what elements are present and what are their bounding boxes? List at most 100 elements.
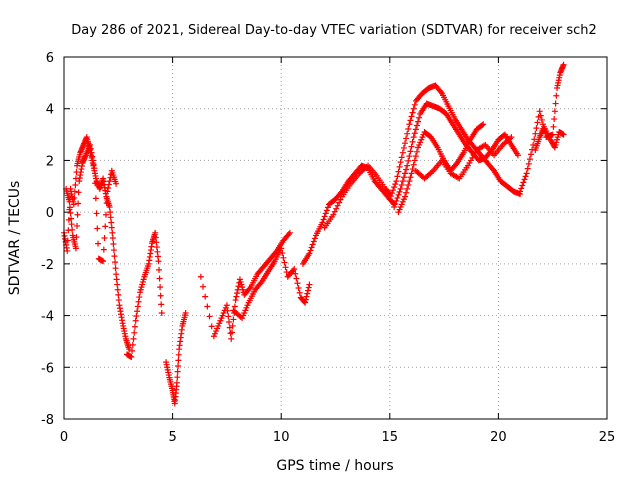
data-point [71, 188, 78, 195]
data-point [93, 210, 100, 217]
data-point [410, 105, 417, 112]
sat-track-h [321, 162, 393, 231]
data-point [387, 193, 394, 200]
plot-frame [63, 56, 608, 420]
data-point [404, 185, 411, 192]
sat-track-b [63, 141, 120, 265]
data-point [282, 264, 289, 271]
data-point [527, 151, 534, 158]
data-point [303, 293, 310, 300]
data-point [399, 178, 406, 185]
data-point [87, 145, 94, 152]
data-point [396, 188, 403, 195]
data-point [229, 322, 236, 329]
data-point [526, 156, 533, 163]
data-point [308, 244, 315, 251]
data-point [104, 188, 111, 195]
data-point [416, 114, 423, 121]
data-point [115, 297, 122, 304]
data-point [101, 235, 108, 241]
data-point [411, 101, 418, 108]
data-point [92, 180, 99, 187]
data-point [225, 313, 232, 320]
data-point [102, 211, 109, 218]
data-point [412, 126, 419, 133]
data-point [390, 187, 397, 194]
data-point [115, 291, 122, 298]
data-point [386, 196, 393, 203]
data-point [106, 178, 113, 185]
data-point [525, 160, 532, 167]
data-point [232, 297, 239, 304]
sat-track-c [123, 229, 165, 360]
data-point [106, 203, 113, 210]
data-point [89, 157, 96, 164]
x-tick-label: 15 [382, 430, 399, 445]
data-point [112, 265, 119, 272]
data-point [392, 200, 399, 207]
data-point [105, 185, 112, 192]
data-point [107, 214, 114, 221]
data-point [110, 241, 117, 248]
data-point [66, 198, 73, 205]
data-point [304, 290, 311, 297]
x-tick-labels: 0 5 10 15 20 25 [60, 430, 615, 445]
data-point [278, 245, 285, 252]
data-point [110, 247, 117, 254]
data-point [279, 250, 286, 257]
data-point [105, 181, 112, 188]
y-tick-label: 2 [46, 154, 54, 169]
data-point [405, 157, 412, 164]
data-point [156, 275, 163, 282]
data-point [407, 174, 414, 181]
data-point [410, 134, 417, 141]
data-point [518, 185, 525, 192]
data-point [394, 173, 401, 180]
data-point [102, 223, 109, 230]
data-point [74, 222, 81, 229]
data-point [90, 161, 97, 168]
data-point [413, 122, 420, 129]
data-point [91, 165, 98, 172]
x-tick-label: 5 [168, 430, 176, 445]
y-tick-label: -8 [41, 413, 54, 428]
data-point [155, 258, 162, 265]
data-point [404, 130, 411, 137]
data-point [538, 116, 545, 123]
y-tick-label: 4 [46, 103, 54, 118]
data-point [551, 116, 558, 123]
data-point [182, 309, 189, 316]
data-point [234, 286, 241, 293]
x-tick-label: 20 [490, 430, 507, 445]
data-point [293, 275, 300, 282]
data-point [224, 307, 231, 314]
data-point [103, 200, 110, 207]
data-point [393, 197, 400, 204]
data-point [64, 247, 71, 254]
data-point [230, 316, 237, 323]
data-point [228, 329, 235, 336]
data-point [393, 178, 400, 185]
data-point [334, 202, 341, 209]
data-point [413, 148, 420, 155]
data-point [394, 194, 401, 201]
data-point [397, 159, 404, 166]
data-point [286, 229, 293, 236]
data-point [395, 191, 402, 198]
data-point [331, 208, 338, 215]
data-point [128, 353, 135, 360]
data-point [399, 149, 406, 156]
data-point [158, 309, 165, 316]
data-point [530, 141, 537, 148]
data-point [100, 258, 107, 265]
data-point [94, 225, 101, 232]
data-point [480, 121, 487, 128]
data-point [113, 271, 120, 278]
data-point [560, 131, 567, 138]
data-point [552, 100, 559, 107]
data-point [560, 61, 567, 68]
data-point [109, 235, 116, 241]
data-point [409, 138, 416, 145]
data-point [306, 281, 313, 288]
